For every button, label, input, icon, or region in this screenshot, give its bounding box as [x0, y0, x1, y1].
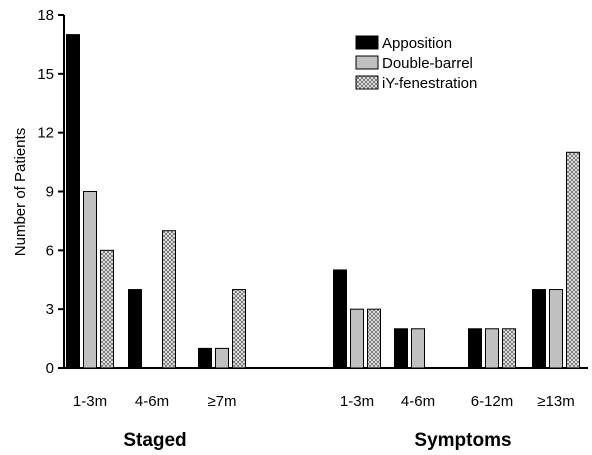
y-tick-label: 9: [46, 184, 54, 201]
y-axis-title: Number of Patients: [12, 128, 29, 256]
bar-apposition-2: [198, 347, 212, 369]
bar-iy-fenestration-3: [367, 308, 381, 369]
bar-iy-fenestration-6: [566, 151, 580, 369]
legend-swatch: [355, 75, 379, 90]
y-tick-label: 3: [46, 301, 54, 318]
y-tick-label: 12: [37, 125, 54, 142]
bar-apposition-4: [394, 328, 408, 369]
bar-apposition-0: [66, 34, 80, 369]
legend: Apposition Double-barrel iY-fenestration: [355, 35, 477, 92]
legend-swatch: [355, 55, 379, 70]
bar-iy-fenestration-5: [502, 328, 516, 369]
y-tick-label: 0: [46, 360, 54, 377]
category-label: ≥13m: [537, 393, 574, 410]
bar-double-barrel-3: [350, 308, 364, 369]
bar-iy-fenestration-0: [100, 249, 114, 369]
bars: [66, 34, 580, 369]
bar-double-barrel-6: [549, 289, 563, 369]
y-tick-label: 18: [37, 7, 54, 24]
bar-iy-fenestration-2: [232, 289, 246, 369]
category-label: ≥7m: [207, 393, 236, 410]
legend-label: Double-barrel: [382, 55, 473, 72]
category-label: 1-3m: [340, 393, 374, 410]
group-labels: Staged Symptoms: [123, 430, 511, 451]
group-label-symptoms: Symptoms: [414, 430, 511, 451]
bar-apposition-5: [468, 328, 482, 369]
bar-apposition-3: [333, 269, 347, 369]
bar-double-barrel-0: [83, 191, 97, 369]
y-tick-label: 15: [37, 66, 54, 83]
legend-swatch: [355, 35, 379, 50]
bar-double-barrel-4: [411, 328, 425, 369]
category-label: 1-3m: [73, 393, 107, 410]
bar-apposition-6: [532, 289, 546, 369]
bar-double-barrel-5: [485, 328, 499, 369]
legend-label: iY-fenestration: [382, 75, 477, 92]
category-label: 4-6m: [401, 393, 435, 410]
legend-label: Apposition: [382, 35, 452, 52]
bar-double-barrel-2: [215, 347, 229, 369]
category-label: 4-6m: [135, 393, 169, 410]
bar-iy-fenestration-1: [162, 230, 176, 369]
y-tick-label: 6: [46, 242, 54, 259]
bar-apposition-1: [128, 289, 142, 369]
group-label-staged: Staged: [123, 430, 186, 451]
category-labels: 1-3m 4-6m ≥7m 1-3m 4-6m 6-12m ≥13m: [73, 393, 575, 410]
y-axis: 0 3 6 9 12 15 18: [37, 7, 65, 377]
category-label: 6-12m: [471, 393, 514, 410]
